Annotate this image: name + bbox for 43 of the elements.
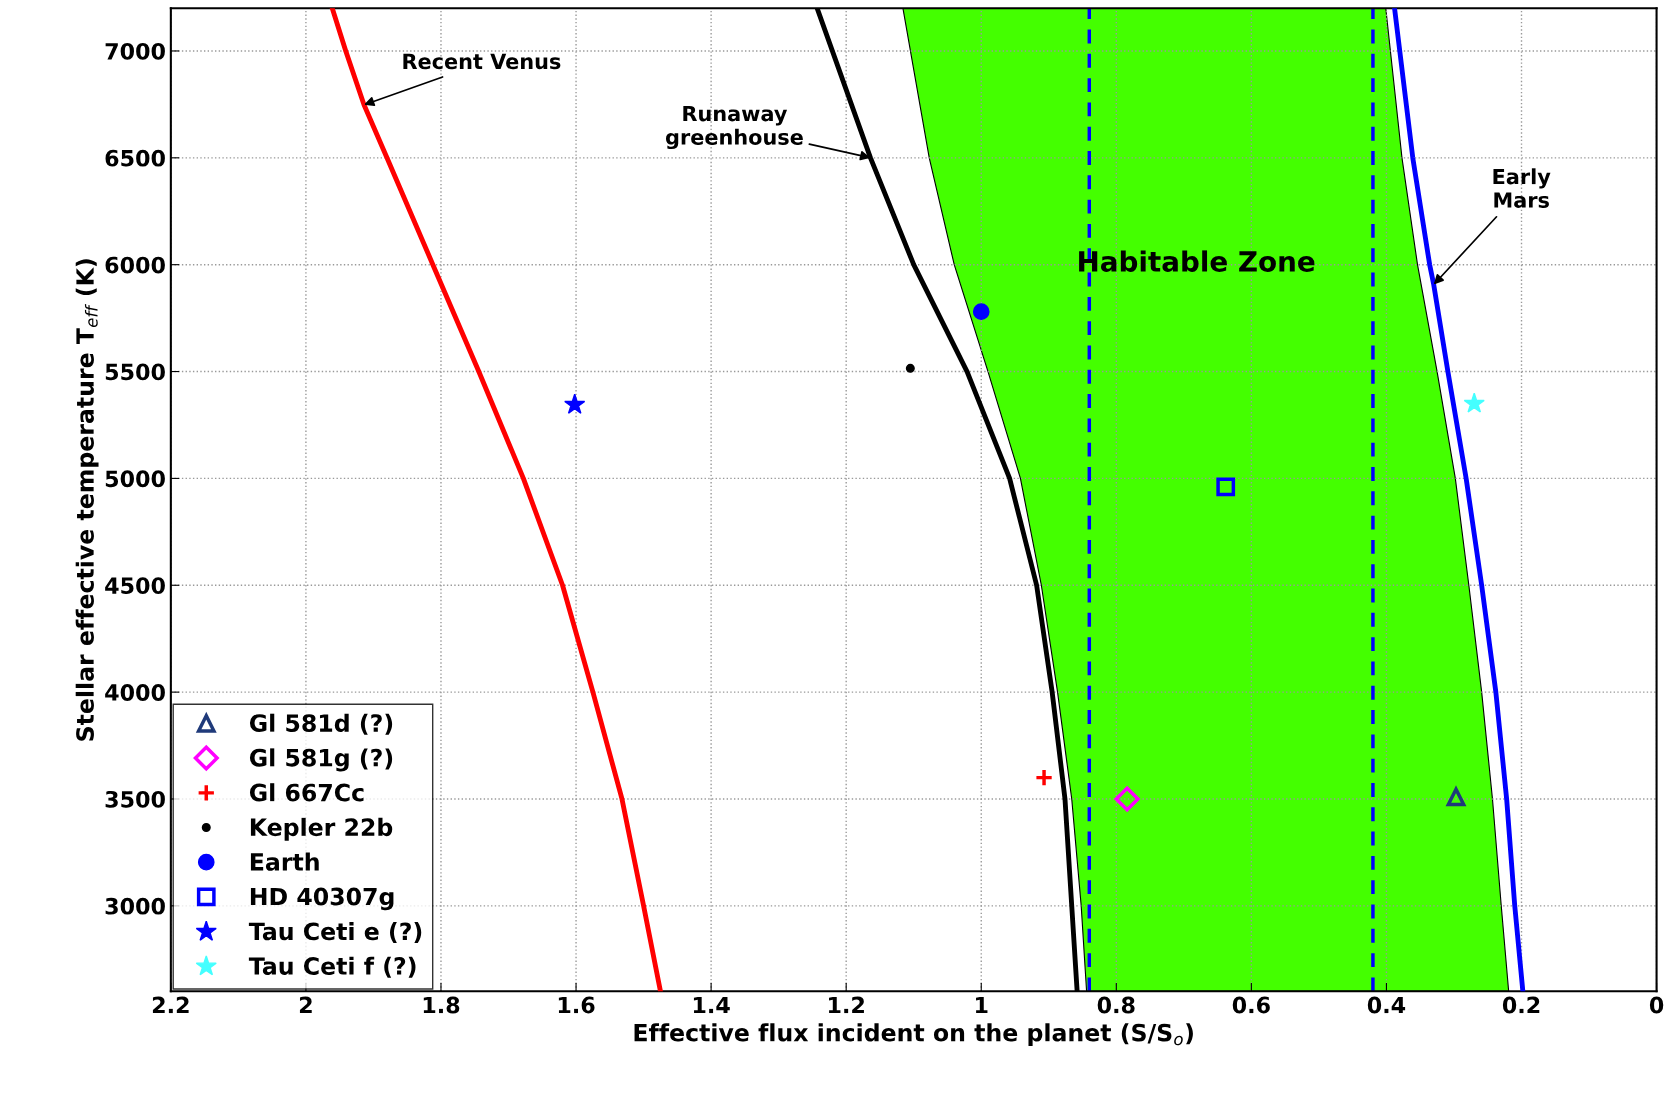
- point: [972, 303, 990, 321]
- point: [1216, 477, 1236, 497]
- annotation: Early Mars: [1493, 168, 1551, 208]
- legend-label: Tau Ceti f (?): [248, 956, 416, 978]
- annotation: Runaway greenhouse: [665, 105, 803, 150]
- x-tick-label: 2.2: [152, 996, 189, 1014]
- x-tick-label: 2: [299, 996, 312, 1014]
- point: [1114, 786, 1140, 812]
- y-tick-label: 5500: [105, 363, 165, 381]
- y-tick-label: 3500: [105, 790, 165, 808]
- point: [564, 393, 586, 414]
- x-tick-label: 0.6: [1232, 996, 1270, 1014]
- y-axis-title: Stellar effective temperature T$_{eff}$ (K): [75, 259, 99, 741]
- x-tick-label: 0.8: [1097, 996, 1135, 1014]
- y-tick-label: 7000: [105, 42, 165, 60]
- x-tick-label: 0.4: [1367, 996, 1406, 1014]
- legend-label: HD 40307g: [250, 887, 394, 911]
- x-tick-label: 0.2: [1502, 996, 1540, 1014]
- y-tick-label: 6000: [105, 256, 165, 274]
- x-tick-label: 1.4: [693, 996, 730, 1014]
- y-tick-label: 4500: [105, 577, 165, 595]
- point: [1446, 787, 1466, 807]
- x-tick-label: 0: [1649, 996, 1664, 1014]
- x-tick-label: 1.6: [558, 996, 595, 1014]
- legend-label: Tau Ceti e (?): [248, 922, 422, 944]
- legend-label: Kepler 22b: [250, 817, 393, 841]
- point: [905, 363, 915, 373]
- x-tick-label: 1.8: [423, 996, 460, 1014]
- x-tick-label: 1: [976, 996, 988, 1014]
- point: [1034, 768, 1054, 787]
- annotation: Recent Venus: [403, 53, 561, 70]
- x-axis-title: Effective flux incident on the planet (S/S$_{o}$): [634, 1023, 1193, 1047]
- legend-label: Earth: [250, 852, 319, 871]
- legend-label: Gl 667Cc: [249, 783, 364, 802]
- x-tick-label: 1.2: [829, 996, 864, 1014]
- y-tick-label: 3000: [105, 897, 165, 915]
- point: [1463, 392, 1485, 413]
- y-tick-label: 6500: [105, 149, 165, 167]
- y-tick-label: 5000: [105, 470, 165, 488]
- legend-label: Gl 581d (?): [249, 713, 393, 735]
- legend-label: Gl 581g (?): [249, 748, 393, 772]
- y-tick-label: 4000: [105, 684, 165, 701]
- series-label: Habitable Zone: [1079, 250, 1315, 272]
